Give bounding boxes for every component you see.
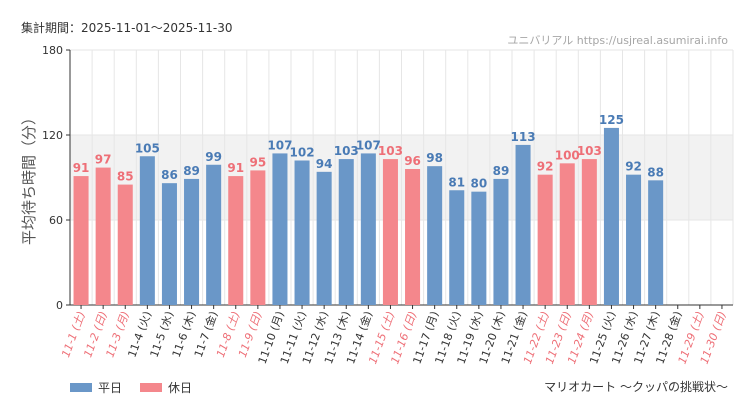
bar: [73, 176, 89, 305]
bar: [250, 170, 266, 305]
bar: [603, 127, 619, 306]
bar: [515, 144, 531, 305]
bar: [427, 166, 443, 305]
bar: [338, 159, 354, 305]
bar-value-label: 99: [205, 150, 222, 164]
bar: [294, 160, 310, 305]
y-tick-label: 120: [42, 129, 63, 142]
y-axis-title: 平均待ち時間（分）: [20, 110, 38, 245]
bar: [139, 156, 155, 305]
y-tick-label: 0: [56, 299, 63, 312]
bar-value-label: 97: [95, 153, 112, 167]
bar: [206, 164, 222, 305]
legend-weekday-swatch: [70, 383, 92, 392]
bar-value-label: 86: [161, 168, 178, 182]
bar-value-label: 89: [183, 164, 200, 178]
bar-value-label: 80: [470, 177, 487, 191]
y-tick-label: 60: [49, 214, 63, 227]
bar: [161, 183, 177, 305]
bar-value-label: 95: [249, 155, 266, 169]
bar: [493, 178, 509, 305]
bar-value-label: 89: [493, 164, 510, 178]
bar: [272, 153, 288, 305]
legend-holiday-swatch: [140, 383, 163, 392]
bar-value-label: 103: [577, 144, 602, 158]
bar-value-label: 96: [404, 154, 421, 168]
bar-value-label: 107: [356, 138, 381, 152]
bar-value-label: 100: [555, 148, 580, 162]
y-tick-label: 180: [42, 44, 63, 57]
bar-value-label: 91: [73, 161, 90, 175]
bar: [471, 191, 487, 305]
bar-value-label: 88: [647, 165, 664, 179]
bar: [405, 169, 421, 305]
legend-holiday-label: 休日: [168, 381, 193, 395]
bar-value-label: 91: [227, 161, 244, 175]
bar: [316, 171, 332, 305]
bar: [382, 159, 398, 305]
bar: [117, 184, 133, 305]
legend-holiday: 休日: [140, 379, 192, 396]
bar: [559, 163, 575, 305]
bar-value-label: 81: [448, 175, 465, 189]
bar: [184, 178, 200, 305]
period-label: 集計期間：2025-11-01～2025-11-30: [21, 21, 233, 35]
bar-value-label: 107: [267, 138, 292, 152]
legend-weekday: 平日: [70, 379, 122, 396]
bar-value-label: 113: [511, 130, 536, 144]
bar: [581, 159, 597, 305]
legend: 平日 休日: [70, 379, 210, 396]
legend-weekday-label: 平日: [98, 381, 123, 395]
bar: [228, 176, 244, 305]
bar-value-label: 125: [599, 113, 624, 127]
bar-value-label: 92: [625, 160, 642, 174]
bar: [95, 167, 111, 305]
bar: [537, 174, 553, 305]
bar-value-label: 94: [316, 157, 333, 171]
bar-value-label: 92: [537, 160, 554, 174]
bar: [626, 174, 642, 305]
attraction-name: マリオカート ～クッパの挑戦状～: [544, 380, 728, 394]
bar-value-label: 98: [426, 151, 443, 165]
bar-value-label: 85: [117, 170, 134, 184]
bar: [648, 180, 664, 305]
bar: [360, 153, 376, 305]
bar-value-label: 103: [378, 144, 403, 158]
site-watermark: ユニバリアル https://usjreal.asumirai.info: [507, 34, 728, 47]
bar-value-label: 105: [135, 141, 160, 155]
bar-value-label: 103: [334, 144, 359, 158]
bar-value-label: 102: [290, 146, 315, 160]
bar: [449, 190, 465, 305]
